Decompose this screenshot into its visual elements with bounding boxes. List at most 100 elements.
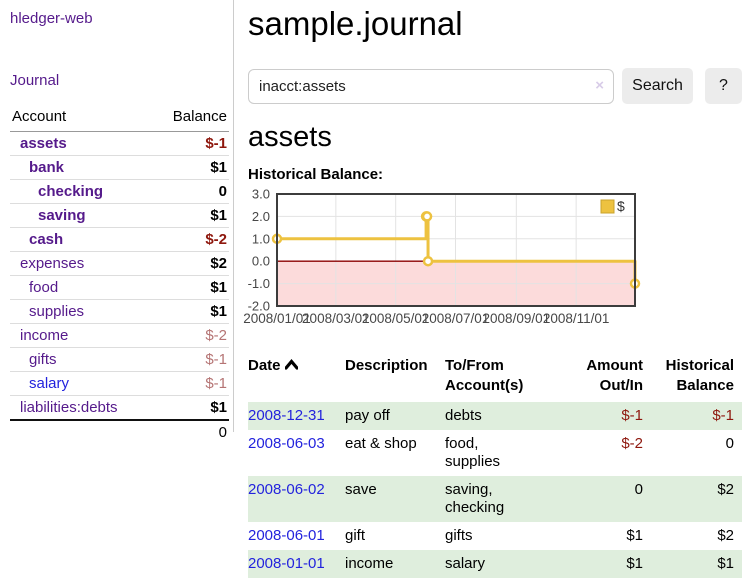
sidebar-account-link[interactable]: income [20, 327, 69, 344]
search-button[interactable]: Search [622, 68, 693, 104]
sidebar-account-link[interactable]: expenses [20, 255, 85, 272]
sidebar-account-link[interactable]: gifts [29, 351, 57, 368]
transaction-date-link[interactable]: 2008-12-31 [248, 407, 325, 424]
account-row: salary $-1 [10, 371, 229, 396]
transaction-description: gift [345, 527, 366, 544]
historical-balance-chart[interactable]: $3.0 2.0 1.0 0.0 -1.0 -2.0 2008/01/01 2008/03/0… [243, 187, 742, 332]
account-row: bank $1 [10, 155, 229, 180]
register-table-body: 2008-12-31 pay off debts $-1 $-1 2008-06-03 ea… [248, 402, 742, 578]
sidebar-account-link[interactable]: supplies [29, 303, 85, 320]
account-balance: 0 [152, 179, 229, 204]
transaction-amount: $1 [626, 527, 643, 544]
page-title: sample.journal [248, 5, 463, 42]
main-content: sample.journal × Search ? assets Histori… [243, 0, 742, 578]
data-point-marker [421, 211, 433, 222]
sidebar-account-link[interactable]: cash [29, 231, 64, 248]
accounts-total-value: 0 [152, 419, 229, 444]
svg-text:2008/05/01: 2008/05/01 [362, 311, 430, 326]
register-header-description: Description [345, 357, 428, 374]
sidebar-account-link[interactable]: salary [29, 375, 70, 392]
account-balance: $-1 [152, 371, 229, 396]
svg-text:-1.0: -1.0 [248, 276, 270, 291]
transaction-description: save [345, 481, 377, 498]
register-header-balance: Historical Balance [665, 357, 734, 394]
account-balance: $-1 [205, 135, 227, 152]
register-header-date[interactable]: Date [248, 354, 345, 402]
legend-swatch [600, 199, 615, 214]
account-row: assets $-1 [10, 132, 229, 156]
help-button[interactable]: ? [705, 68, 742, 104]
svg-text:1.0: 1.0 [252, 231, 270, 246]
account-row: food $1 [10, 275, 229, 300]
register-row: 2008-06-01 gift gifts $1 $2 [248, 522, 742, 550]
account-balance: $1 [152, 395, 229, 420]
search-input[interactable] [248, 68, 614, 104]
transaction-amount: $1 [626, 555, 643, 572]
sidebar-account-link[interactable]: saving [38, 207, 86, 224]
transaction-description: eat & shop [345, 435, 417, 452]
svg-text:-2.0: -2.0 [248, 299, 270, 314]
account-balance: $1 [152, 275, 229, 300]
account-heading: assets [248, 121, 332, 153]
chart-title: Historical Balance: [248, 166, 384, 183]
legend-label: $ [617, 198, 625, 214]
account-row: liabilities:debts $1 [10, 395, 229, 420]
sort-ascending-icon [283, 356, 299, 376]
register-row: 2008-01-01 income salary $1 $1 [248, 550, 742, 578]
transaction-accounts: debts [445, 407, 482, 424]
account-balance: $-2 [152, 227, 229, 252]
clear-search-icon[interactable]: × [595, 76, 604, 94]
balance-column-header: Balance [152, 106, 229, 132]
svg-text:2008/07/01: 2008/07/01 [422, 311, 490, 326]
transaction-accounts: food, supplies [445, 435, 501, 470]
transaction-balance: $2 [717, 481, 734, 498]
chart-canvas: $3.0 2.0 1.0 0.0 -1.0 -2.02008/01/012008/03/0… [243, 187, 641, 326]
date-header-label: Date [248, 357, 281, 374]
account-balance: $1 [152, 299, 229, 324]
account-balance: $1 [152, 203, 229, 228]
accounts-total-row: 0 [10, 419, 229, 444]
register-header-accounts: To/From Account(s) [445, 357, 524, 394]
transaction-description: pay off [345, 407, 390, 424]
transaction-balance: $2 [717, 527, 734, 544]
sidebar-divider [233, 0, 234, 432]
svg-text:2008/03/01: 2008/03/01 [302, 311, 370, 326]
transaction-date-link[interactable]: 2008-06-03 [248, 435, 325, 452]
transaction-amount: $-2 [621, 435, 643, 452]
account-balance: $-1 [152, 347, 229, 372]
data-point-marker [422, 255, 434, 267]
transaction-description: income [345, 555, 394, 572]
accounts-table-body: assets $-1 bank $1 checking 0 saving $1 cash $-2 e… [10, 132, 229, 444]
transaction-balance: $-1 [712, 407, 734, 424]
transaction-accounts: gifts [445, 527, 473, 544]
register-row: 2008-12-31 pay off debts $-1 $-1 [248, 402, 742, 430]
sidebar-account-link[interactable]: assets [20, 135, 67, 152]
account-row: expenses $2 [10, 251, 229, 276]
sidebar-item-journal[interactable]: Journal [10, 72, 60, 89]
transaction-balance: 0 [725, 435, 734, 452]
svg-text:0.0: 0.0 [252, 254, 270, 269]
register-table: Date Description To/From Account(s) Amou… [248, 354, 742, 578]
search-form: × Search ? [248, 68, 742, 104]
transaction-date-link[interactable]: 2008-01-01 [248, 555, 325, 572]
account-row: supplies $1 [10, 299, 229, 324]
transaction-accounts: salary [445, 555, 486, 572]
transaction-date-link[interactable]: 2008-06-01 [248, 527, 325, 544]
sidebar-account-link[interactable]: food [29, 279, 59, 296]
accounts-column-header: Account [10, 106, 153, 132]
transaction-date-link[interactable]: 2008-06-02 [248, 481, 325, 498]
transaction-amount: 0 [634, 481, 643, 498]
account-row: gifts $-1 [10, 347, 229, 372]
search-input-wrap: × [248, 68, 614, 104]
transaction-balance: $1 [717, 555, 734, 572]
account-row: saving $1 [10, 203, 229, 228]
sidebar-account-link[interactable]: bank [29, 159, 65, 176]
svg-text:2008/11/01: 2008/11/01 [543, 311, 610, 326]
sidebar-account-link[interactable]: checking [38, 183, 104, 200]
brand-link[interactable]: hledger-web [10, 10, 93, 27]
register-header-amount: Amount Out/In [586, 357, 643, 394]
sidebar-account-link[interactable]: liabilities:debts [20, 399, 118, 416]
transaction-accounts: saving, checking [445, 481, 505, 516]
account-balance: $1 [152, 155, 229, 180]
